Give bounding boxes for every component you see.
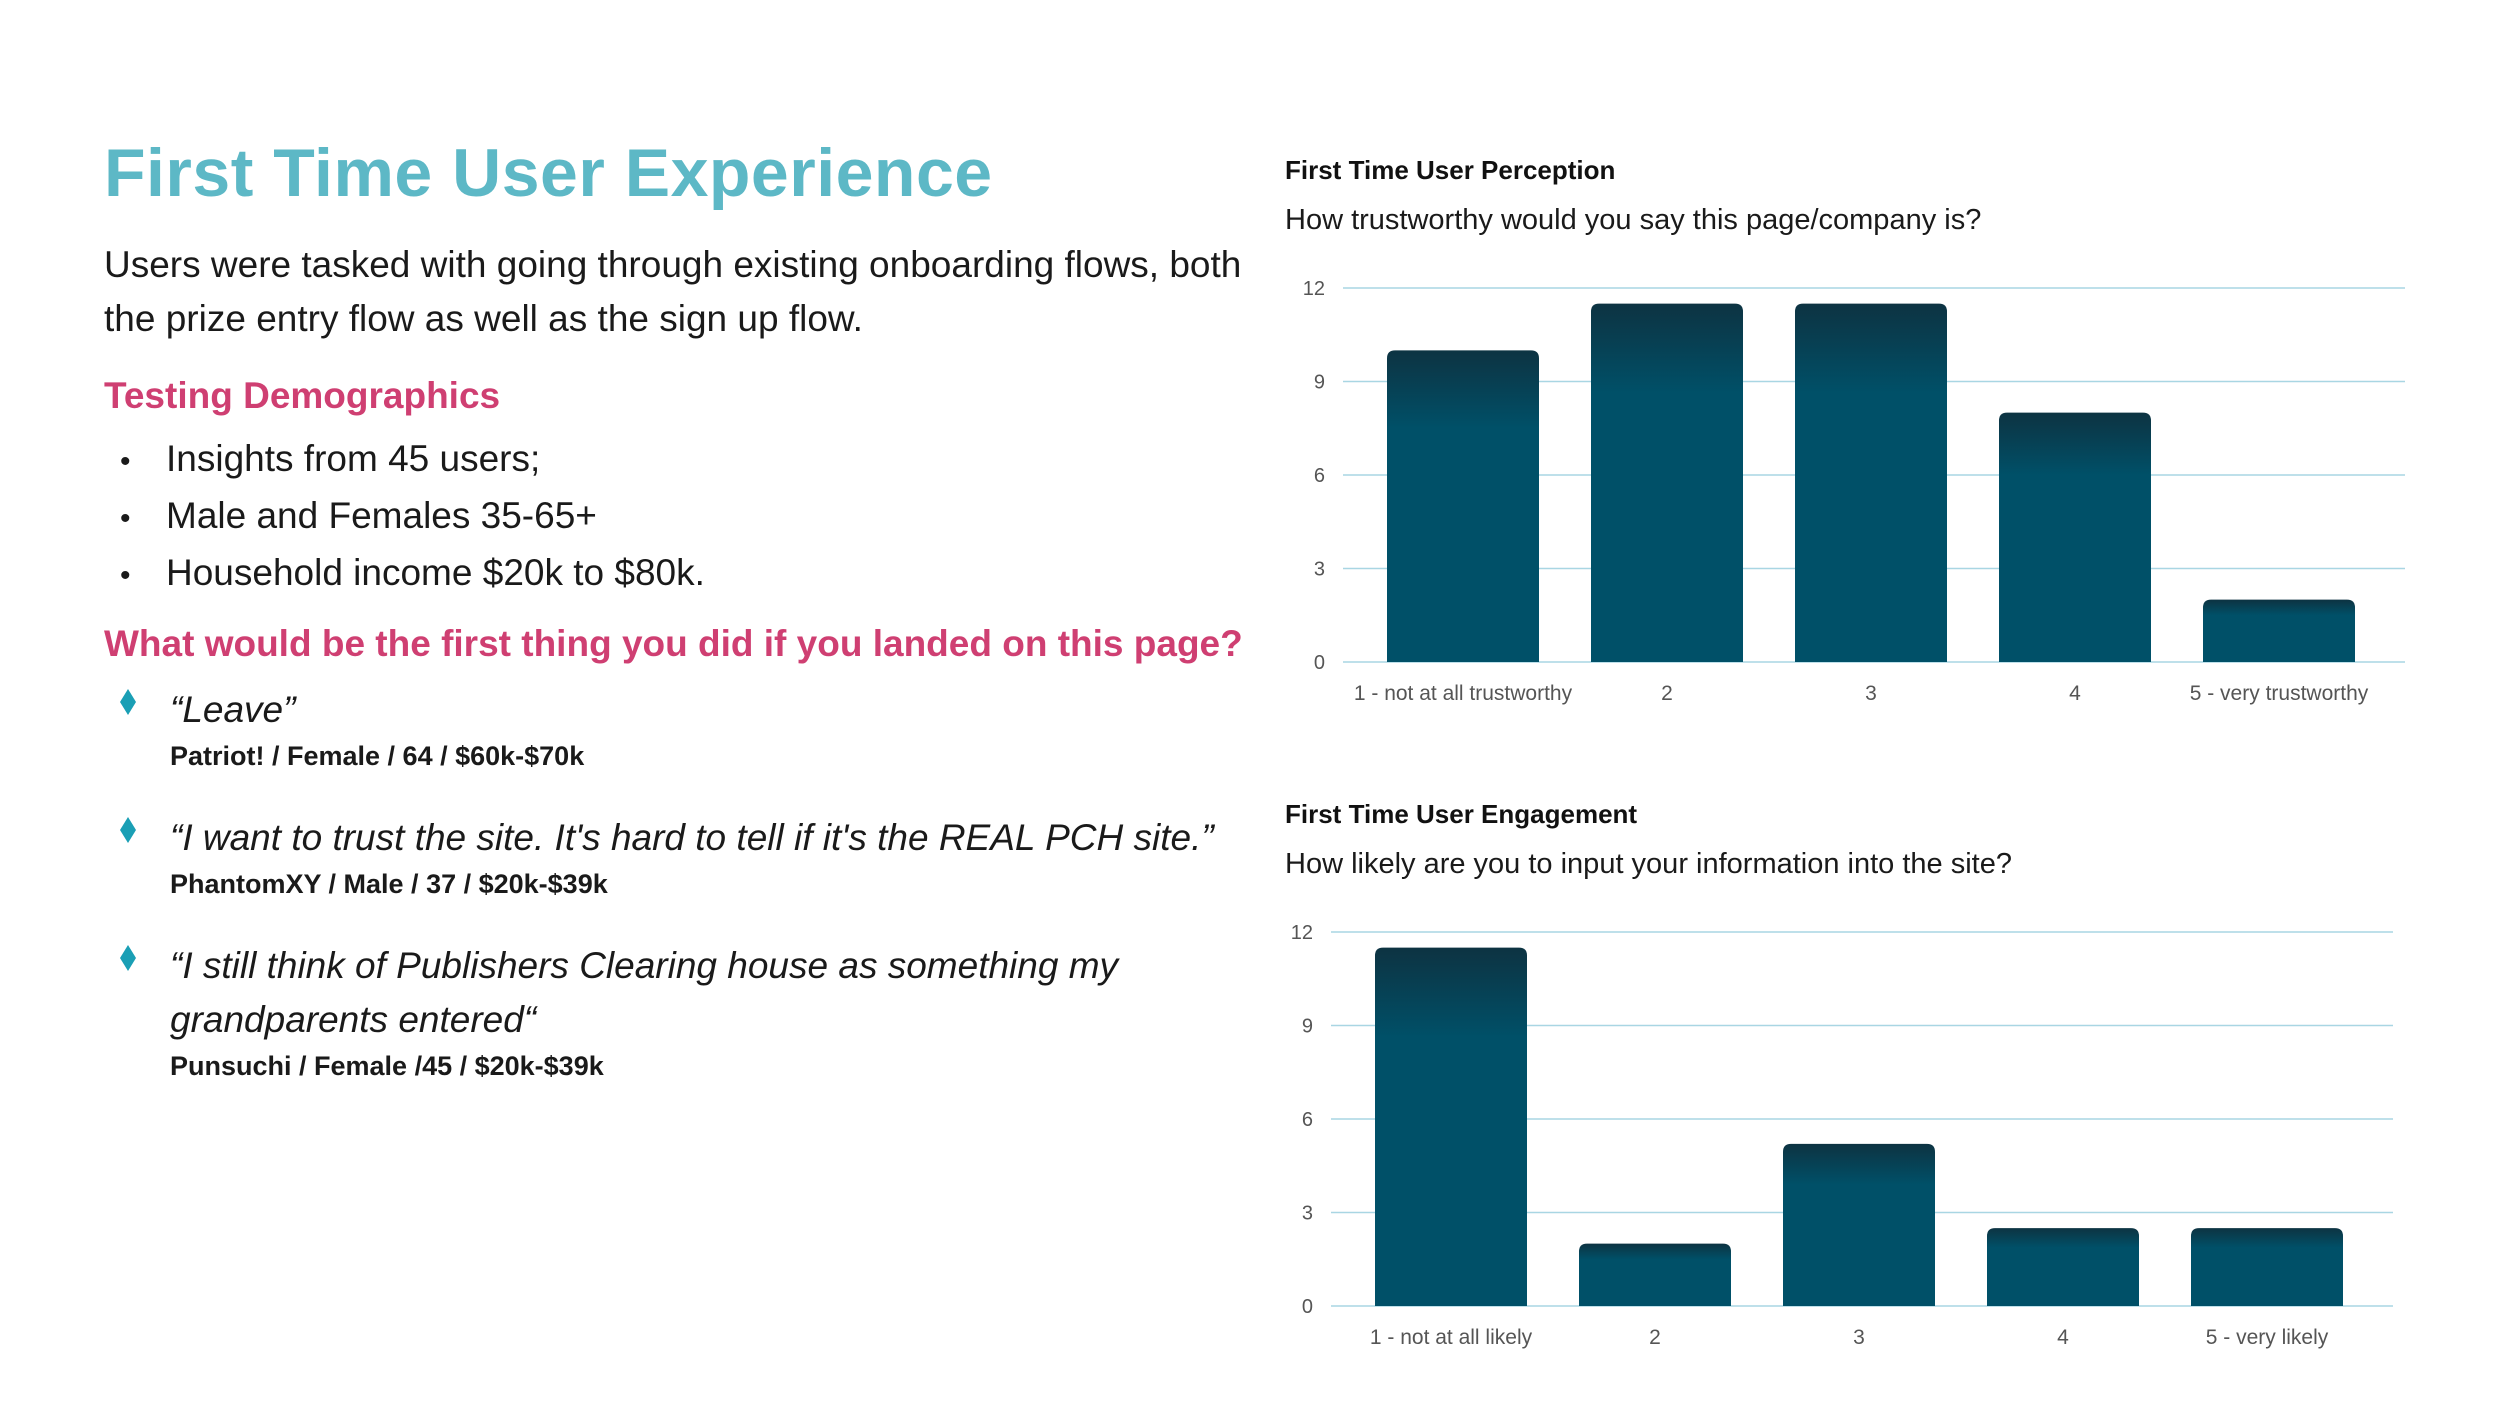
bar	[1783, 1143, 1935, 1306]
bar	[1999, 412, 2151, 662]
bar	[1375, 947, 1527, 1306]
demographic-text: Household income $20k to $80k.	[166, 552, 705, 593]
chart-subtitle: How trustworthy would you say this page/…	[1285, 204, 1982, 236]
x-tick-label: 2	[1649, 1326, 1661, 1349]
intro-text: Users were tasked with going through exi…	[104, 244, 1242, 339]
quote-item: “I still think of Publishers Clearing ho…	[120, 939, 1120, 1082]
bar	[1795, 303, 1947, 662]
quote-text: “Leave”	[170, 689, 296, 730]
engagement-chart: 0 3 6 9 12 1 - not at all likely 2 3 4 5 - very l…	[1291, 922, 2393, 1349]
quote-attribution: Patriot! / Female / 64 / $60k-$70k	[170, 741, 585, 771]
chart-subtitle: How likely are you to input your informa…	[1285, 848, 2012, 880]
y-tick-label: 12	[1291, 922, 1313, 944]
y-tick-label: 6	[1302, 1109, 1313, 1131]
x-tick-label: 1 - not at all likely	[1370, 1326, 1533, 1349]
list-item: • Male and Females 35-65+	[120, 489, 705, 546]
quote-attribution: Punsuchi / Female /45 / $20k-$39k	[170, 1051, 604, 1081]
y-tick-label: 6	[1314, 465, 1325, 487]
bar	[2203, 599, 2355, 662]
quote-attribution: PhantomXY / Male / 37 / $20k-$39k	[170, 869, 608, 899]
y-tick-label: 9	[1314, 372, 1325, 394]
chart-title: First Time User Engagement	[1285, 799, 1638, 829]
x-tick-label: 5 - very likely	[2206, 1326, 2329, 1349]
bar	[1987, 1228, 2139, 1306]
x-tick-label: 1 - not at all trustworthy	[1354, 682, 1573, 705]
y-tick-label: 9	[1302, 1016, 1313, 1038]
x-tick-label: 3	[1865, 682, 1877, 705]
y-tick-label: 3	[1302, 1203, 1313, 1225]
bar	[1579, 1243, 1731, 1306]
quote-item: “I want to trust the site. It's hard to …	[120, 811, 1260, 900]
perception-chart-block: First Time User Perception How trustwort…	[1285, 155, 2425, 705]
diamond-bullet-icon	[120, 817, 136, 843]
bar	[2191, 1228, 2343, 1306]
demographics-list: • Insights from 45 users; • Male and Femal…	[120, 432, 705, 603]
perception-chart: 0 3 6 9 12 1 - not at all trustworthy 2 3 4 5 - v…	[1303, 278, 2405, 705]
bullet-icon: •	[120, 559, 131, 592]
x-tick-label: 4	[2057, 1326, 2069, 1349]
page-title: First Time User Experience	[104, 135, 993, 211]
engagement-chart-block: First Time User Engagement How likely ar…	[1285, 799, 2425, 1349]
demographic-text: Male and Females 35-65+	[166, 495, 597, 536]
bullet-icon: •	[120, 502, 131, 535]
x-tick-label: 2	[1661, 682, 1673, 705]
list-item: • Insights from 45 users;	[120, 432, 705, 489]
list-item: • Household income $20k to $80k.	[120, 546, 705, 603]
y-tick-label: 3	[1314, 559, 1325, 581]
demographic-text: Insights from 45 users;	[166, 438, 541, 479]
demographics-heading: Testing Demographics	[104, 375, 501, 416]
bar	[1387, 350, 1539, 662]
y-tick-label: 12	[1303, 278, 1325, 300]
x-tick-label: 4	[2069, 682, 2081, 705]
x-tick-label: 5 - very trustworthy	[2190, 682, 2369, 705]
diamond-bullet-icon	[120, 945, 136, 971]
quote-text: “I want to trust the site. It's hard to …	[170, 817, 1214, 858]
quote-text: “I still think of Publishers Clearing ho…	[170, 945, 1119, 1040]
y-tick-label: 0	[1314, 652, 1325, 674]
bar	[1591, 303, 1743, 662]
question-heading: What would be the first thing you did if…	[104, 623, 1243, 664]
diamond-bullet-icon	[120, 689, 136, 715]
y-tick-label: 0	[1302, 1296, 1313, 1318]
bullet-icon: •	[120, 445, 131, 478]
quote-item: “Leave” Patriot! / Female / 64 / $60k-$7…	[120, 683, 1260, 772]
chart-title: First Time User Perception	[1285, 155, 1616, 185]
x-tick-label: 3	[1853, 1326, 1865, 1349]
